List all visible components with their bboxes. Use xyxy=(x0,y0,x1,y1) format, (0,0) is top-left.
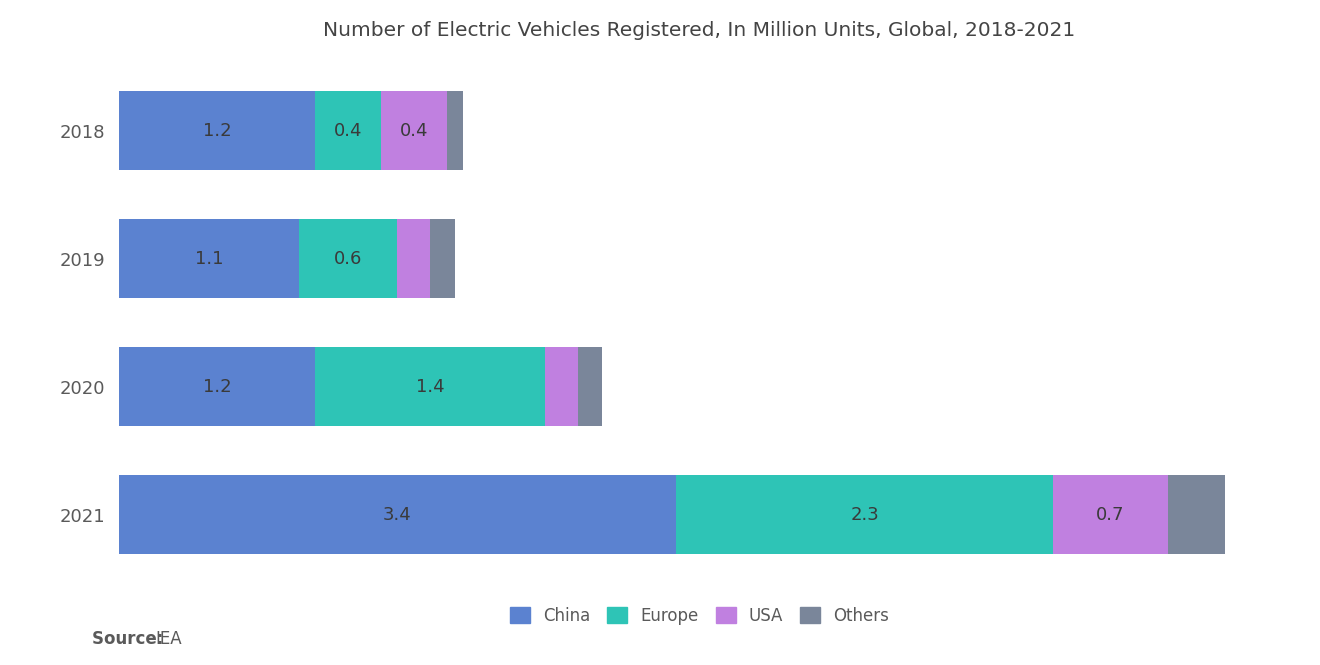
Bar xyxy=(578,347,602,426)
Bar xyxy=(1053,475,1168,554)
Text: 0.7: 0.7 xyxy=(1096,505,1125,523)
Text: 2.3: 2.3 xyxy=(850,505,879,523)
Text: 0.6: 0.6 xyxy=(334,249,363,267)
Text: Source:: Source: xyxy=(92,630,169,648)
Text: 0.4: 0.4 xyxy=(334,122,363,140)
Legend: China, Europe, USA, Others: China, Europe, USA, Others xyxy=(503,600,896,632)
Bar xyxy=(119,475,676,554)
Text: 3.4: 3.4 xyxy=(383,505,412,523)
Bar xyxy=(545,347,578,426)
Bar xyxy=(315,347,545,426)
Bar xyxy=(119,347,315,426)
Text: 1.2: 1.2 xyxy=(203,122,231,140)
Bar xyxy=(430,219,455,298)
Bar xyxy=(119,219,300,298)
Bar xyxy=(300,219,397,298)
Bar xyxy=(315,91,381,170)
Bar xyxy=(381,91,446,170)
Bar xyxy=(119,91,315,170)
Title: Number of Electric Vehicles Registered, In Million Units, Global, 2018-2021: Number of Electric Vehicles Registered, … xyxy=(323,21,1076,40)
Text: 1.1: 1.1 xyxy=(194,249,223,267)
Text: IEA: IEA xyxy=(156,630,182,648)
Text: 0.4: 0.4 xyxy=(400,122,428,140)
Bar xyxy=(446,91,463,170)
Text: 1.4: 1.4 xyxy=(416,378,445,396)
Text: 1.2: 1.2 xyxy=(203,378,231,396)
Bar xyxy=(1168,475,1225,554)
Bar xyxy=(676,475,1053,554)
Bar xyxy=(397,219,430,298)
